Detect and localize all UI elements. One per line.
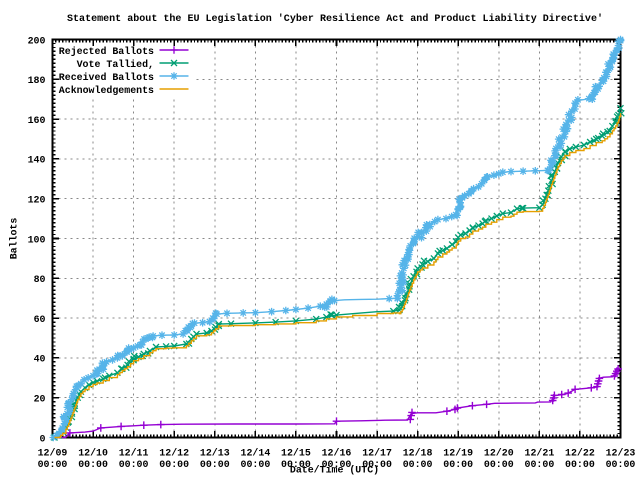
svg-text:12/12: 12/12 [159, 448, 189, 460]
svg-text:120: 120 [28, 195, 46, 207]
svg-text:Acknowledgements: Acknowledgements [59, 85, 154, 97]
svg-text:20: 20 [34, 394, 46, 406]
svg-text:00:00: 00:00 [565, 459, 595, 471]
svg-text:12/18: 12/18 [403, 448, 433, 460]
svg-text:12/20: 12/20 [484, 448, 514, 460]
svg-text:Date/Time (UTC): Date/Time (UTC) [290, 465, 379, 477]
svg-text:00:00: 00:00 [443, 459, 473, 471]
svg-text:00:00: 00:00 [403, 459, 433, 471]
svg-text:40: 40 [34, 354, 46, 366]
svg-text:00:00: 00:00 [159, 459, 189, 471]
svg-text:140: 140 [28, 155, 46, 167]
svg-text:Vote Tallied,: Vote Tallied, [77, 59, 154, 71]
svg-text:0: 0 [40, 433, 46, 445]
svg-text:60: 60 [34, 314, 46, 326]
svg-text:00:00: 00:00 [38, 459, 68, 471]
svg-text:00:00: 00:00 [241, 459, 271, 471]
svg-text:00:00: 00:00 [362, 459, 392, 471]
svg-text:100: 100 [28, 234, 46, 246]
svg-text:Received Ballots: Received Ballots [59, 72, 154, 84]
svg-text:00:00: 00:00 [322, 459, 352, 471]
svg-text:00:00: 00:00 [119, 459, 149, 471]
svg-text:12/21: 12/21 [525, 448, 555, 460]
svg-text:00:00: 00:00 [78, 459, 108, 471]
svg-text:12/09: 12/09 [38, 448, 68, 460]
svg-text:80: 80 [34, 274, 46, 286]
svg-text:12/22: 12/22 [565, 448, 595, 460]
svg-text:12/14: 12/14 [241, 448, 271, 460]
svg-text:12/15: 12/15 [281, 448, 311, 460]
svg-text:00:00: 00:00 [200, 459, 230, 471]
svg-text:12/10: 12/10 [78, 448, 108, 460]
svg-text:12/17: 12/17 [362, 448, 392, 460]
svg-text:12/16: 12/16 [322, 448, 352, 460]
svg-text:00:00: 00:00 [484, 459, 514, 471]
svg-text:Rejected Ballots: Rejected Ballots [59, 46, 154, 58]
svg-text:Statement about the EU Legisla: Statement about the EU Legislation ′Cybe… [67, 13, 603, 25]
svg-text:00:00: 00:00 [525, 459, 555, 471]
svg-text:12/13: 12/13 [200, 448, 230, 460]
svg-text:180: 180 [28, 75, 46, 87]
svg-text:00:00: 00:00 [281, 459, 311, 471]
svg-text:00:00: 00:00 [606, 459, 636, 471]
svg-text:12/19: 12/19 [443, 448, 473, 460]
svg-text:160: 160 [28, 115, 46, 127]
svg-text:12/23: 12/23 [606, 448, 636, 460]
svg-text:12/11: 12/11 [119, 448, 149, 460]
svg-text:Ballots: Ballots [9, 218, 21, 260]
svg-text:200: 200 [28, 35, 46, 47]
